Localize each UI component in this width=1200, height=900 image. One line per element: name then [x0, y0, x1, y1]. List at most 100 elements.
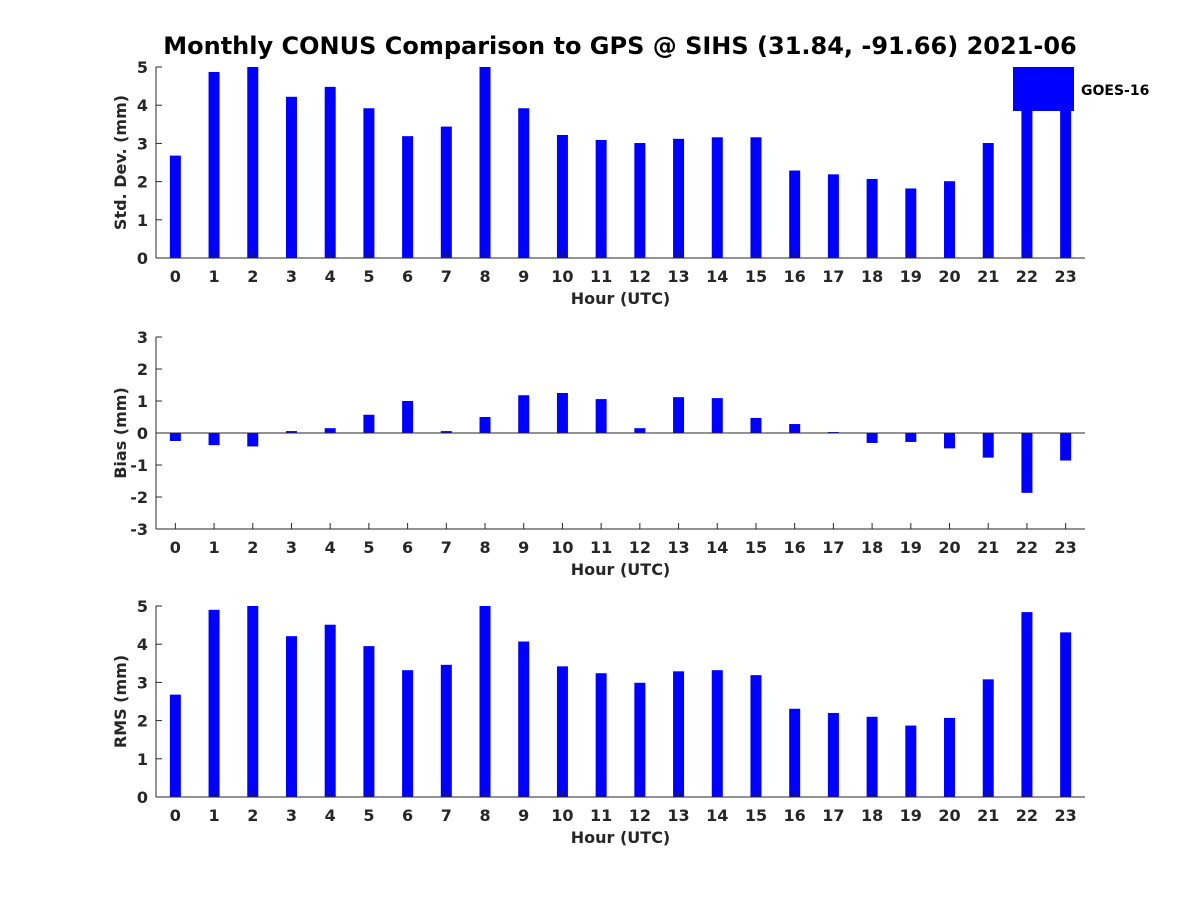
rms-bar-6 [402, 670, 414, 797]
stddev-bar-15 [750, 137, 762, 258]
stddev-x-tick-label-11: 11 [590, 267, 612, 286]
stddev-x-tick-label-22: 22 [1016, 267, 1038, 286]
stddev-x-axis-label: Hour (UTC) [571, 289, 671, 308]
rms-bar-16 [789, 708, 801, 797]
rms-bar-9 [518, 641, 530, 797]
bias-y-tick-label-0: 0 [137, 424, 148, 443]
rms-bar-1 [208, 609, 220, 797]
stddev-bar-0 [169, 155, 181, 258]
stddev-x-tick-label-10: 10 [551, 267, 573, 286]
rms-x-axis-label: Hour (UTC) [571, 828, 671, 847]
stddev-bar-11 [595, 139, 607, 258]
rms-x-tick-label-9: 9 [518, 806, 529, 825]
bias-bar-1 [208, 433, 220, 446]
rms-x-tick-label-16: 16 [784, 806, 806, 825]
bias-bar-12 [634, 428, 646, 433]
stddev-bar-4 [324, 86, 336, 258]
stddev-bar-8 [479, 67, 491, 258]
stddev-bar-19 [905, 188, 917, 258]
rms-x-tick-label-17: 17 [822, 806, 844, 825]
rms-bar-10 [556, 666, 568, 797]
stddev-bar-7 [440, 126, 452, 258]
rms-x-tick-label-3: 3 [286, 806, 297, 825]
stddev-x-tick-label-19: 19 [900, 267, 922, 286]
stddev-x-tick-label-14: 14 [706, 267, 728, 286]
bias-bar-8 [479, 417, 491, 433]
stddev-bar-14 [711, 137, 723, 258]
rms-bar-4 [324, 624, 336, 797]
legend-label: GOES-16 [1081, 83, 1149, 99]
bias-x-tick-label-3: 3 [286, 538, 297, 557]
rms-bar-23 [1060, 632, 1072, 797]
bias-x-tick-label-22: 22 [1016, 538, 1038, 557]
stddev-x-tick-label-17: 17 [822, 267, 844, 286]
rms-x-tick-label-2: 2 [247, 806, 258, 825]
bias-x-tick-label-20: 20 [938, 538, 960, 557]
rms-bar-13 [673, 671, 685, 797]
stddev-bar-23 [1060, 103, 1072, 258]
rms-y-tick-label-4: 4 [137, 635, 148, 654]
stddev-x-tick-label-21: 21 [977, 267, 999, 286]
stddev-y-tick-label-3: 3 [137, 134, 148, 153]
stddev-bar-5 [363, 108, 375, 258]
rms-bar-2 [247, 606, 259, 797]
rms-bar-22 [1021, 612, 1033, 797]
bias-bar-18 [866, 433, 878, 443]
rms-bar-11 [595, 673, 607, 797]
bias-bar-14 [711, 398, 723, 433]
bias-bar-22 [1021, 433, 1033, 493]
rms-x-tick-label-11: 11 [590, 806, 612, 825]
rms-bar-21 [982, 679, 994, 797]
bias-y-tick-label-1: 1 [137, 392, 148, 411]
rms-bar-18 [866, 716, 878, 797]
bias-bar-20 [944, 433, 956, 449]
bias-bar-6 [402, 401, 414, 433]
rms-x-tick-label-14: 14 [706, 806, 728, 825]
stddev-x-tick-label-15: 15 [745, 267, 767, 286]
rms-x-tick-label-10: 10 [551, 806, 573, 825]
stddev-bar-10 [556, 134, 568, 258]
bias-y-tick-label-3: 3 [137, 328, 148, 347]
bias-y-axis-label: Bias (mm) [111, 387, 130, 479]
stddev-x-tick-label-4: 4 [325, 267, 336, 286]
rms-x-tick-label-23: 23 [1055, 806, 1077, 825]
bias-y-tick-label-2: 2 [137, 360, 148, 379]
stddev-x-tick-label-18: 18 [861, 267, 883, 286]
bias-x-tick-label-7: 7 [441, 538, 452, 557]
stddev-panel: 0 1 2 3 4 5 6 7 8 9 10 11 12 13 14 15 16 17 18 19 20 21 22 2301… [111, 58, 1085, 308]
bias-x-tick-label-13: 13 [667, 538, 689, 557]
bias-bar-0 [169, 433, 181, 441]
rms-y-tick-label-5: 5 [137, 597, 148, 616]
stddev-bar-9 [518, 108, 530, 258]
rms-x-tick-label-19: 19 [900, 806, 922, 825]
bias-bar-16 [789, 424, 801, 433]
rms-x-tick-label-8: 8 [479, 806, 490, 825]
stddev-bar-1 [208, 71, 220, 258]
stddev-y-tick-label-5: 5 [137, 58, 148, 77]
bias-x-tick-label-19: 19 [900, 538, 922, 557]
stddev-x-tick-label-6: 6 [402, 267, 413, 286]
bias-bar-5 [363, 414, 375, 433]
rms-y-tick-label-3: 3 [137, 673, 148, 692]
bias-x-tick-label-9: 9 [518, 538, 529, 557]
bias-bar-7 [440, 431, 452, 433]
rms-x-tick-label-12: 12 [629, 806, 651, 825]
rms-bar-7 [440, 664, 452, 797]
stddev-bar-21 [982, 143, 994, 258]
bias-x-tick-label-12: 12 [629, 538, 651, 557]
bias-x-tick-label-8: 8 [479, 538, 490, 557]
rms-bar-12 [634, 682, 646, 797]
bias-x-tick-label-10: 10 [551, 538, 573, 557]
stddev-bar-2 [247, 67, 259, 258]
stddev-x-tick-label-13: 13 [667, 267, 689, 286]
stddev-y-tick-label-0: 0 [137, 249, 148, 268]
stddev-x-tick-label-5: 5 [363, 267, 374, 286]
rms-bar-20 [944, 717, 956, 797]
bias-x-tick-label-1: 1 [208, 538, 219, 557]
rms-bar-17 [827, 712, 839, 797]
bias-bar-2 [247, 433, 259, 447]
bias-bar-4 [324, 428, 336, 433]
stddev-x-tick-label-3: 3 [286, 267, 297, 286]
rms-bar-15 [750, 675, 762, 797]
